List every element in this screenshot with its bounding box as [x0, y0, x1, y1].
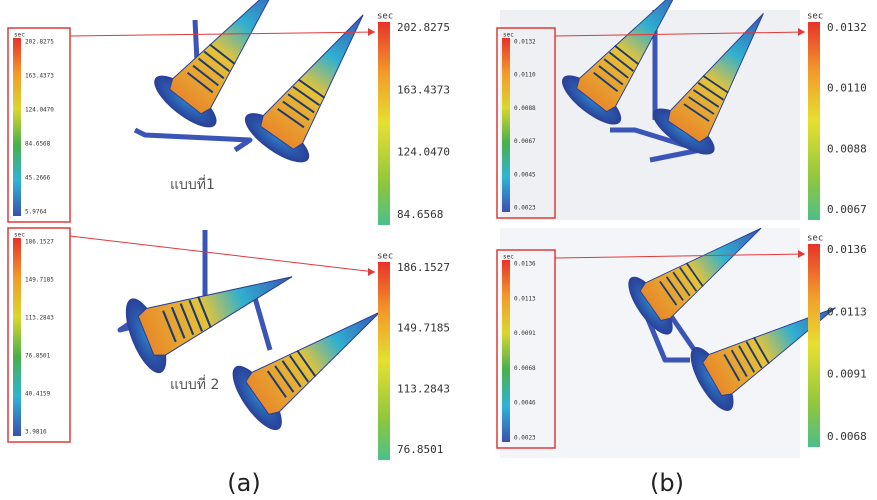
legend-tick-label: 5.9764: [25, 209, 47, 216]
zoom-tick-label: 0.0110: [827, 82, 867, 95]
legend-bar: [502, 38, 510, 212]
legend-tick-label: 113.2843: [25, 315, 54, 322]
model-label: แบบที่ 2: [170, 375, 219, 393]
legend-tick-label: 0.0046: [514, 400, 536, 407]
legend-tick-label: 0.0068: [514, 365, 536, 372]
caption: (a): [227, 469, 260, 497]
legend-unit: sec: [14, 32, 25, 39]
zoom-bar: [808, 244, 820, 447]
zoom-tick-label: 0.0132: [827, 21, 867, 34]
zoom-tick-label: 0.0067: [827, 203, 867, 216]
legend-tick-label: 0.0067: [514, 138, 536, 145]
zoom-tick-label: 163.4373: [397, 83, 450, 96]
figure: (a) (b) sec202.8275163.4373124.047084.65…: [0, 0, 877, 500]
legend-tick-label: 0.0088: [514, 105, 536, 112]
legend-tick-label: 0.0113: [514, 295, 536, 302]
legend-tick-label: 0.0091: [514, 330, 536, 337]
legend-bar: [502, 260, 510, 442]
legend-tick-label: 3.9816: [25, 429, 47, 436]
legend-tick-label: 163.4373: [25, 73, 54, 80]
zoom-tick-label: 0.0113: [827, 305, 867, 318]
zoom-tick-label: 0.0068: [827, 430, 867, 443]
legend-tick-label: 186.1527: [25, 239, 54, 246]
zoom-tick-label: 0.0091: [827, 368, 867, 381]
legend-unit: sec: [14, 232, 25, 239]
legend-tick-label: 0.0045: [514, 171, 536, 178]
legend-bar: [13, 38, 21, 216]
legend-tick-label: 40.4159: [25, 391, 51, 398]
legend-bar: [13, 238, 21, 436]
legend-tick-label: 76.8501: [25, 353, 51, 360]
model-label: แบบที่1: [170, 175, 215, 193]
legend-tick-label: 202.8275: [25, 39, 54, 46]
legend-tick-label: 0.0023: [514, 205, 536, 212]
zoom-tick-label: 76.8501: [397, 443, 443, 456]
zoom-unit: sec: [807, 12, 823, 22]
zoom-tick-label: 149.7185: [397, 322, 450, 335]
zoom-unit: sec: [807, 234, 823, 244]
legend-tick-label: 0.0132: [514, 39, 536, 46]
zoom-unit: sec: [377, 252, 393, 262]
zoom-unit: sec: [377, 12, 393, 22]
zoom-bar: [808, 22, 820, 220]
legend-tick-label: 84.6568: [25, 141, 51, 148]
legend-unit: sec: [503, 32, 514, 39]
zoom-tick-label: 124.0470: [397, 146, 450, 159]
zoom-tick-label: 202.8275: [397, 21, 450, 34]
legend-tick-label: 0.0136: [514, 261, 536, 268]
zoom-bar: [378, 22, 390, 225]
legend-tick-label: 0.0110: [514, 72, 536, 79]
zoom-tick-label: 84.6568: [397, 208, 443, 221]
legend-tick-label: 124.0470: [25, 107, 54, 114]
zoom-tick-label: 0.0136: [827, 243, 867, 256]
zoom-bar: [378, 262, 390, 460]
caption: (b): [650, 469, 684, 497]
zoom-tick-label: 113.2843: [397, 382, 450, 395]
zoom-tick-label: 186.1527: [397, 261, 450, 274]
zoom-tick-label: 0.0088: [827, 142, 867, 155]
legend-tick-label: 0.0023: [514, 435, 536, 442]
legend-unit: sec: [503, 254, 514, 261]
legend-tick-label: 149.7185: [25, 277, 54, 284]
legend-tick-label: 45.2666: [25, 175, 51, 182]
